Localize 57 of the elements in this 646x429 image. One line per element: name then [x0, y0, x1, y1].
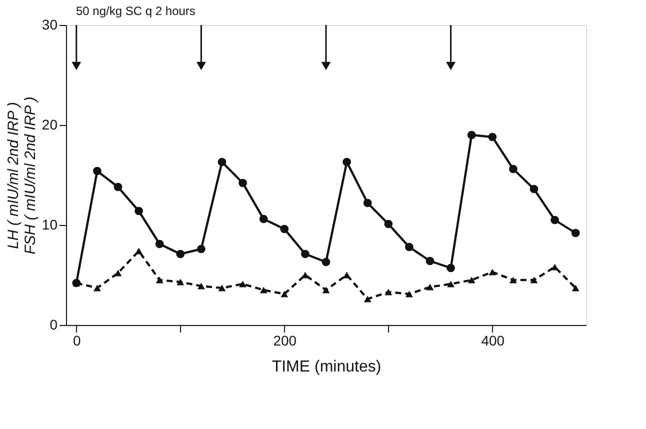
point [364, 296, 372, 302]
x-tick-label: 0 [73, 332, 81, 348]
point [384, 220, 393, 228]
point [551, 264, 559, 270]
x-tick-label: 400 [481, 332, 505, 348]
point [488, 132, 497, 142]
point [405, 290, 413, 298]
point [259, 214, 268, 224]
point [426, 284, 434, 290]
point [218, 284, 226, 292]
point [238, 178, 247, 188]
point [571, 228, 580, 238]
point [509, 276, 517, 284]
y-tick-label: 0 [50, 316, 58, 332]
point [342, 158, 351, 166]
y-tick-label: 10 [42, 216, 58, 232]
point [135, 248, 143, 254]
point [93, 284, 101, 292]
point [572, 284, 580, 292]
point [550, 216, 559, 224]
text: 50 ng/kg SC q 2 hours [76, 4, 196, 18]
point [134, 206, 143, 216]
point [488, 268, 496, 276]
point [218, 158, 226, 166]
point [93, 166, 102, 176]
point [509, 164, 518, 174]
point [114, 270, 122, 276]
point [426, 256, 434, 266]
point [530, 276, 538, 284]
point [322, 286, 330, 294]
point [239, 280, 247, 288]
point [384, 288, 392, 296]
point [343, 272, 351, 278]
point [447, 280, 455, 288]
point [530, 184, 538, 194]
point [468, 276, 476, 284]
point [280, 224, 289, 234]
point [156, 276, 164, 284]
y-tick-label: 30 [42, 16, 58, 32]
x-tick-label: 200 [273, 332, 297, 348]
point [197, 244, 206, 254]
point [114, 182, 122, 192]
point [176, 250, 185, 258]
point [467, 130, 476, 140]
point [176, 278, 184, 286]
point [405, 242, 414, 252]
point [260, 286, 268, 294]
point [197, 282, 205, 290]
point [155, 240, 164, 248]
point [322, 258, 330, 266]
point [280, 290, 288, 298]
point [301, 250, 310, 258]
y-tick-label: 20 [42, 116, 58, 132]
point [363, 198, 372, 208]
y-axis-title: LH ( mIU/ml 2nd IRP ) FSH ( mIU/ml 2nd IRP ) [4, 96, 39, 254]
point [446, 264, 455, 272]
x-axis-title: TIME (minutes) [272, 358, 382, 376]
